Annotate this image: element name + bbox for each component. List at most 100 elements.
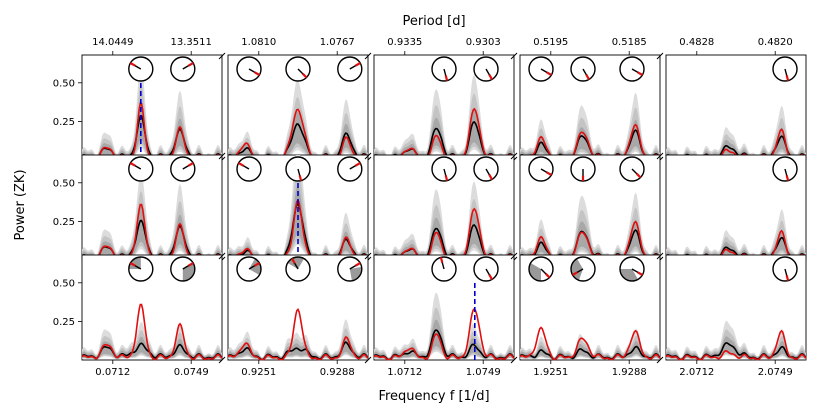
x-tick-label: 1.0712 [387, 367, 422, 378]
phase-needle-tip [129, 162, 136, 167]
phase-needle-tip [635, 172, 642, 179]
phase-needle-tip [488, 74, 493, 80]
phase-wedge [349, 266, 362, 281]
axis-break-mark [656, 52, 664, 60]
phase-dial [128, 256, 154, 282]
phase-dial [570, 256, 596, 282]
phase-needle-tip [572, 271, 578, 276]
uncertainty-band [228, 185, 368, 260]
phase-dial [236, 256, 262, 282]
y-tick-label: 0.25 [53, 117, 75, 128]
uncertainty-band [374, 213, 514, 260]
data-curve [227, 108, 369, 161]
axis-break-mark [364, 252, 372, 260]
phase-dial [337, 256, 363, 282]
period-tick-label: 0.9303 [466, 37, 501, 48]
phase-needle-tip [546, 71, 552, 76]
phase-needle-tip [129, 62, 136, 67]
uncertainty-band [82, 171, 222, 260]
period-tick-label: 13.3511 [171, 37, 212, 48]
period-tick-label: 0.4828 [679, 37, 714, 48]
axis-break-mark [364, 356, 372, 364]
x-tick-label: 2.0712 [679, 367, 714, 378]
phase-dial [528, 256, 554, 282]
axis-break-mark [218, 152, 226, 160]
x-tick-label: 1.9251 [533, 367, 568, 378]
data-curve [519, 326, 661, 361]
phase-needle-tip [785, 75, 790, 81]
phase-needle-tip [254, 71, 260, 76]
phase-needle-tip [488, 174, 493, 180]
axis-break-mark [510, 356, 518, 364]
y-tick-label: 0.50 [53, 178, 75, 189]
phase-wedge [128, 257, 141, 269]
data-curve [81, 303, 223, 361]
phase-needle-tip [488, 274, 493, 280]
phase-needle-tip [187, 162, 194, 167]
data-curve [373, 307, 515, 361]
panel-grid: 0.25 0.50 0.0712 0.0749 14.0449 13.3511 0.9251… [53, 37, 807, 378]
period-tick-label: 1.0810 [241, 37, 276, 48]
phase-needle-tip [785, 175, 790, 181]
axis-break-mark [656, 356, 664, 364]
phase-needle-tip [444, 75, 449, 81]
x-tick-label: 2.0749 [758, 367, 793, 378]
phase-needle-tip [637, 271, 643, 276]
phase-needle-tip [187, 62, 194, 67]
axis-break-mark [218, 52, 226, 60]
axis-break-mark [510, 52, 518, 60]
data-curve [519, 123, 661, 161]
uncertainty-band [666, 329, 806, 360]
uncertainty-band [82, 83, 222, 160]
x-tick-label: 0.9288 [320, 367, 355, 378]
phase-needle-tip [129, 262, 136, 267]
data-curve [665, 329, 807, 361]
data-curve [227, 308, 369, 361]
x-tick-label: 0.9251 [241, 367, 276, 378]
x-tick-label: 1.9288 [612, 367, 647, 378]
phase-needle-tip [187, 262, 194, 267]
data-curve [519, 220, 661, 261]
period-tick-label: 0.4820 [758, 37, 793, 48]
uncertainty-band [82, 101, 222, 160]
phase-needle-tip [238, 162, 244, 167]
frequency-axis-label: Frequency f [1/d] [378, 389, 489, 404]
period-tick-label: 0.9335 [387, 37, 422, 48]
phase-needle-tip [354, 262, 361, 267]
axis-break-mark [218, 356, 226, 364]
phase-dial [170, 256, 196, 282]
period-axis-label: Period [d] [402, 14, 465, 29]
y-tick-label: 0.50 [53, 78, 75, 89]
uncertainty-band [228, 111, 368, 160]
uncertainty-band [228, 335, 368, 360]
median-curve [519, 345, 661, 361]
phase-needle-tip [301, 72, 308, 79]
x-tick-label: 0.0749 [174, 367, 209, 378]
axis-break-mark [218, 252, 226, 260]
uncertainty-band [666, 336, 806, 360]
period-tick-label: 14.0449 [92, 37, 133, 48]
axis-break-mark [656, 152, 664, 160]
x-tick-label: 1.0749 [466, 367, 501, 378]
phase-needle-tip [354, 162, 361, 167]
axis-break-mark [656, 252, 664, 260]
period-tick-label: 0.5195 [533, 37, 568, 48]
uncertainty-band [82, 191, 222, 260]
uncertainty-band [520, 328, 660, 360]
phase-needle-tip [254, 262, 260, 267]
phase-needle-tip [444, 175, 449, 181]
uncertainty-band [666, 320, 806, 360]
phase-needle-tip [298, 175, 303, 181]
power-axis-label: Power (ZK) [13, 169, 28, 240]
phase-needle-tip [785, 275, 790, 281]
axis-break-mark [364, 52, 372, 60]
phase-dial [619, 256, 645, 282]
phase-needle-tip [354, 62, 361, 67]
phase-needle-tip [544, 272, 551, 279]
uncertainty-band [374, 109, 514, 160]
y-tick-label: 0.50 [53, 278, 75, 289]
phase-needle-tip [637, 71, 643, 76]
x-tick-label: 0.0712 [95, 367, 130, 378]
phase-needle-tip [585, 74, 590, 80]
